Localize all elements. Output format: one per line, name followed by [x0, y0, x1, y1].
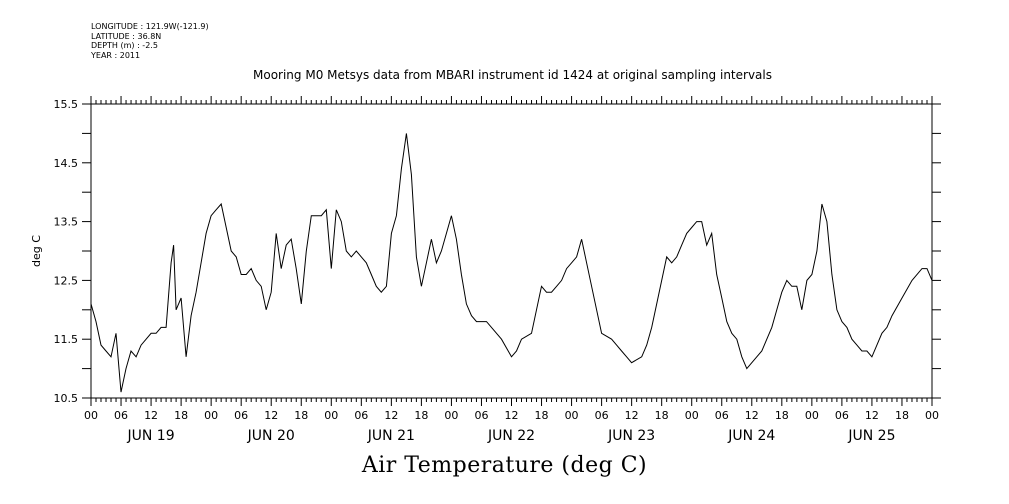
y-tick-labels: 10.5 11.5 12.5 13.5 14.5 15.5	[54, 98, 79, 405]
y-tick-label: 11.5	[54, 333, 79, 346]
depth-line: DEPTH (m) : -2.5	[91, 41, 158, 50]
plot-frame	[90, 103, 933, 399]
x-tick-label: 00	[444, 409, 458, 422]
x-tick-label: 12	[144, 409, 158, 422]
x-tick-label: 00	[925, 409, 939, 422]
location-metadata: LONGITUDE : 121.9W(-121.9) LATITUDE : 36…	[91, 22, 209, 60]
x-tick-labels: 00 06 12 18 00 06 12 18 00 06 12 18 00 06 12 18 00 06 12 18…	[84, 409, 939, 422]
x-axis-label: Air Temperature (deg C)	[361, 453, 648, 478]
day-label: JUN 19	[127, 428, 175, 444]
day-label: JUN 22	[487, 428, 535, 444]
x-tick-label: 00	[84, 409, 98, 422]
x-tick-label: 00	[204, 409, 218, 422]
plot-axes	[82, 96, 941, 406]
chart-title: Mooring M0 Metsys data from MBARI instru…	[253, 68, 772, 82]
year-line: YEAR : 2011	[91, 50, 141, 60]
x-tick-label: 12	[505, 409, 519, 422]
x-tick-label: 06	[114, 409, 128, 422]
x-tick-label: 18	[294, 409, 308, 422]
x-tick-label: 06	[595, 409, 609, 422]
y-tick-label: 15.5	[54, 98, 79, 111]
latitude-line: LATITUDE : 36.8N	[91, 31, 162, 41]
x-tick-label: 00	[324, 409, 338, 422]
day-label: JUN 23	[607, 428, 655, 444]
x-tick-label: 06	[474, 409, 488, 422]
x-tick-label: 18	[895, 409, 909, 422]
x-tick-label: 12	[865, 409, 879, 422]
day-labels: JUN 19 JUN 20 JUN 21 JUN 22 JUN 23 JUN 24 JUN …	[127, 428, 896, 444]
y-tick-label: 12.5	[54, 274, 79, 287]
air-temperature-line	[90, 133, 933, 393]
day-label: JUN 20	[247, 428, 295, 444]
x-tick-label: 18	[775, 409, 789, 422]
x-tick-label: 12	[384, 409, 398, 422]
x-tick-label: 06	[715, 409, 729, 422]
x-tick-label: 18	[535, 409, 549, 422]
x-tick-label: 18	[174, 409, 188, 422]
x-tick-label: 00	[565, 409, 579, 422]
y-tick-label: 13.5	[54, 216, 79, 229]
day-label: JUN 24	[727, 428, 775, 444]
x-tick-label: 06	[234, 409, 248, 422]
x-tick-label: 12	[264, 409, 278, 422]
x-tick-label: 00	[685, 409, 699, 422]
x-tick-label: 12	[745, 409, 759, 422]
x-tick-label: 00	[805, 409, 819, 422]
day-label: JUN 21	[367, 428, 415, 444]
x-tick-label: 18	[414, 409, 428, 422]
x-tick-label: 06	[835, 409, 849, 422]
day-label: JUN 25	[847, 428, 895, 444]
y-tick-label: 10.5	[54, 392, 79, 405]
x-tick-label: 06	[354, 409, 368, 422]
longitude-line: LONGITUDE : 121.9W(-121.9)	[91, 22, 209, 31]
x-tick-label: 12	[625, 409, 639, 422]
y-axis-label: deg C	[30, 235, 43, 267]
x-tick-label: 18	[655, 409, 669, 422]
y-tick-label: 14.5	[54, 157, 79, 170]
